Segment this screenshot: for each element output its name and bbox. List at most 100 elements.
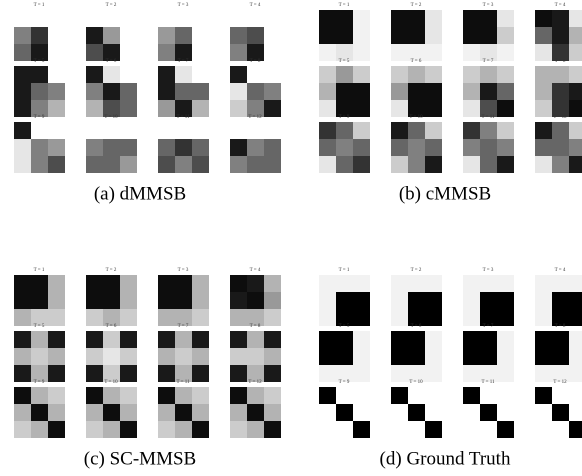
matrix-cell [319,421,336,438]
matrix-cell [319,66,336,83]
matrix-cell [425,10,442,27]
matrix-cell [192,309,209,326]
matrix-cell [497,122,514,139]
matrix-cell [48,27,65,44]
matrix-cell [264,139,281,156]
matrix-cell [463,122,480,139]
matrix-cell [264,292,281,309]
matrix-cell [175,365,192,382]
matrix-cell [391,44,408,61]
matrix-cell [230,44,247,61]
matrix-cell [120,27,137,44]
matrix-cell [158,309,175,326]
matrix-cell [86,10,103,27]
matrix-cell [48,100,65,117]
matrix-cell [264,275,281,292]
matrix-cell [48,66,65,83]
matrix-cell [230,387,247,404]
subplot-label: T = 6 [411,59,422,64]
matrix-cell [569,156,582,173]
matrix-cell [353,122,370,139]
matrix-cell [192,10,209,27]
matrix-cell [336,139,353,156]
subplot-label: T = 11 [481,380,495,385]
matrix-cell [497,309,514,326]
matrix-cell [158,331,175,348]
matrix-cell [103,404,120,421]
matrix-cell [552,275,569,292]
matrix-cell [48,387,65,404]
matrix-cell [103,348,120,365]
matrix-cell [264,83,281,100]
matrix-cell [230,421,247,438]
matrix-cell [425,387,442,404]
matrix-cell [247,292,264,309]
matrix-cell [319,44,336,61]
matrix-cell [391,10,408,27]
matrix-cell [353,404,370,421]
matrix-cell [48,156,65,173]
matrix-cell [408,331,425,348]
matrix-cell [535,156,552,173]
matrix-cell [14,292,31,309]
matrix-cell [192,100,209,117]
matrix-cell [247,83,264,100]
matrix-cell [353,139,370,156]
matrix-cell [48,122,65,139]
matrix-cell [497,44,514,61]
matrix-cell [497,83,514,100]
matrix-cell [319,275,336,292]
matrix-cell [264,156,281,173]
matrix-cell [408,365,425,382]
matrix-cell [230,275,247,292]
matrix-cell [31,10,48,27]
matrix-cell [230,122,247,139]
matrix-cell [391,100,408,117]
matrix-cell [391,365,408,382]
subplot-label: T = 5 [339,324,350,329]
matrix-cell [264,421,281,438]
panel-caption: (c) SC-MMSB [84,448,196,469]
matrix-cell [14,331,31,348]
matrix-cell [319,10,336,27]
matrix-cell [425,139,442,156]
matrix-cell [230,331,247,348]
matrix-cell [552,348,569,365]
matrix-cell [264,387,281,404]
matrix-cell [336,83,353,100]
matrix-cell [31,387,48,404]
matrix-cell [31,421,48,438]
matrix-cell [247,404,264,421]
subplot-label: T = 3 [178,3,189,8]
matrix-cell [86,404,103,421]
matrix-cell [569,292,582,309]
subplot-label: T = 4 [555,268,566,273]
matrix-cell [86,122,103,139]
matrix-cell [192,27,209,44]
matrix-cell [319,348,336,365]
matrix-cell [86,331,103,348]
matrix-cell [264,44,281,61]
matrix-cell [391,275,408,292]
matrix-cell [158,387,175,404]
matrix-cell [192,139,209,156]
matrix-cell [497,404,514,421]
matrix-cell [158,275,175,292]
matrix-cell [353,83,370,100]
matrix-cell [463,404,480,421]
matrix-cell [103,27,120,44]
matrix-cell [353,331,370,348]
matrix-cell [48,365,65,382]
matrix-cell [175,83,192,100]
matrix-cell [319,83,336,100]
matrix-cell [247,139,264,156]
matrix-cell [480,27,497,44]
matrix-cell [103,365,120,382]
matrix-cell [463,139,480,156]
matrix-cell [552,66,569,83]
matrix-cell [103,10,120,27]
matrix-cell [230,309,247,326]
matrix-cell [230,156,247,173]
matrix-cell [230,139,247,156]
matrix-cell [480,309,497,326]
